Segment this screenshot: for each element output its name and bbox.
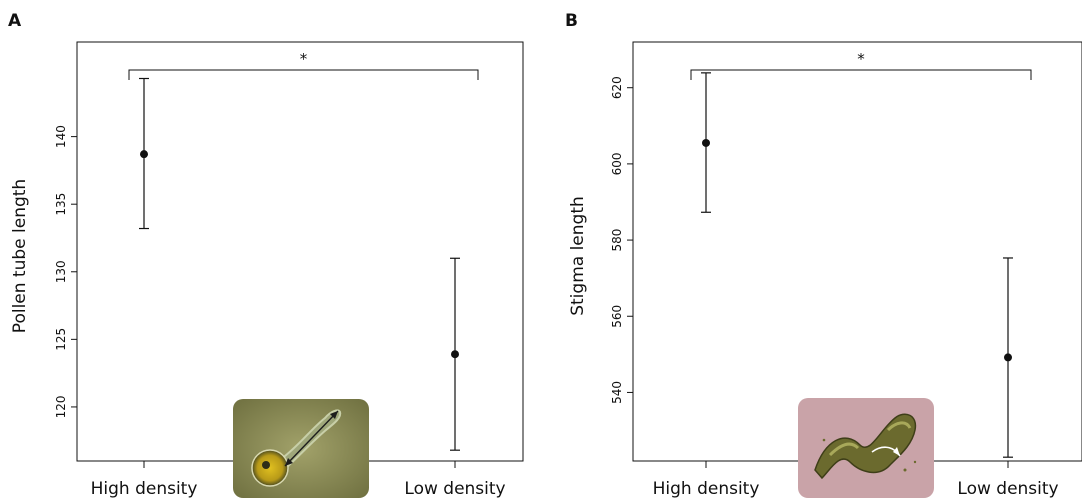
x-ticks-b: High density Low density [653,461,1059,498]
panel-label-b: B [565,11,578,31]
significance-bracket-a: * [128,50,479,80]
panel-label-a: A [8,11,22,31]
x-tick-label: Low density [957,479,1058,498]
y-ticks-b: 540 560 580 600 620 [610,76,633,404]
panel-b: B Stigma length 540 560 580 600 620 High den… [565,11,1082,498]
y-tick-label: 600 [610,152,624,175]
y-tick-label: 540 [610,381,624,404]
y-tick-label: 130 [54,260,68,283]
mean-point [140,150,148,159]
y-ticks-a: 120 125 130 135 140 [54,125,77,418]
significance-star: * [300,50,308,68]
mean-point [451,350,459,359]
x-tick-label: Low density [404,479,505,498]
mean-point [702,138,710,147]
y-axis-label-b: Stigma length [568,196,588,316]
data-marks-b [701,72,1013,458]
stigma-photo [798,398,934,498]
mean-point [1004,353,1012,362]
y-axis-label-a: Pollen tube length [10,179,30,333]
y-tick-label: 125 [54,328,68,351]
y-tick-label: 120 [54,395,68,418]
significance-bracket-line [690,69,1032,80]
x-tick-label: High density [91,479,198,498]
significance-bracket-line [128,69,479,80]
y-tick-label: 140 [54,125,68,148]
data-marks-a [139,77,460,451]
y-tick-label: 580 [610,229,624,252]
y-tick-label: 135 [54,193,68,216]
significance-bracket-b: * [690,50,1032,80]
panel-a: A Pollen tube length 120 125 130 135 140 Hig… [8,11,524,498]
y-tick-label: 560 [610,305,624,328]
significance-star: * [857,50,865,68]
y-tick-label: 620 [610,76,624,99]
x-tick-label: High density [653,479,760,498]
x-ticks-a: High density Low density [91,461,506,498]
pollen-grain-photo [233,399,369,498]
